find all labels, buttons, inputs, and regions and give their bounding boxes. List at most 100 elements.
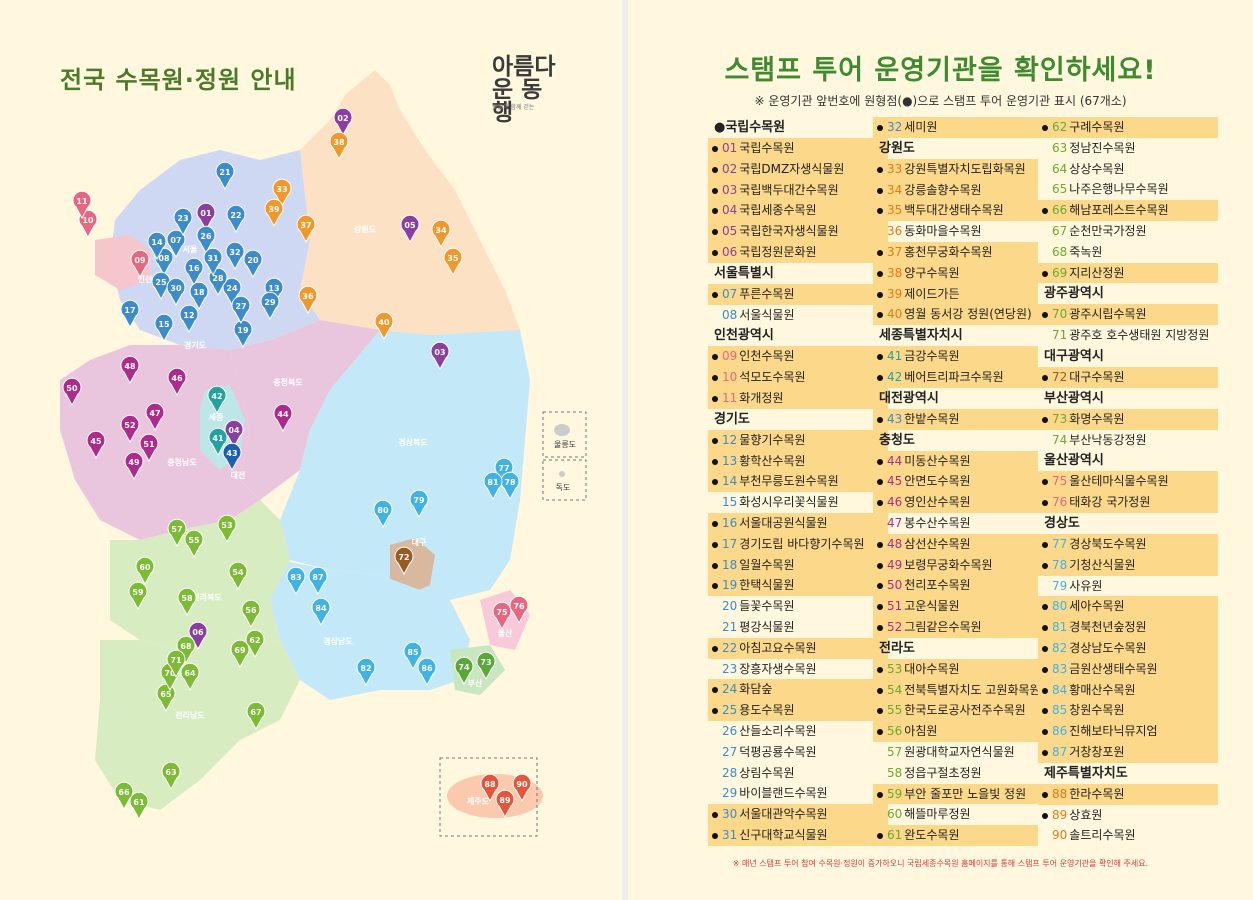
map-pin-83[interactable]: 83: [286, 566, 306, 596]
map-pin-86[interactable]: 86: [417, 657, 437, 687]
map-pin-15[interactable]: 15: [154, 313, 174, 343]
garden-item-36[interactable]: 36 동화마을수목원: [873, 221, 1038, 242]
map-pin-65[interactable]: 65: [156, 683, 176, 713]
map-pin-39[interactable]: 39: [264, 198, 284, 228]
map-pin-11[interactable]: 11: [72, 190, 92, 220]
garden-item-24[interactable]: 24 화담숲: [708, 679, 888, 701]
map-pin-02[interactable]: 02: [333, 107, 353, 137]
garden-item-74[interactable]: 74 부산낙동강정원: [1038, 430, 1218, 451]
garden-item-29[interactable]: 29 바이블랜드수목원: [708, 783, 888, 804]
map-pin-06[interactable]: 06: [188, 621, 208, 651]
map-pin-80[interactable]: 80: [373, 499, 393, 529]
map-pin-43[interactable]: 43: [222, 442, 242, 472]
map-pin-23[interactable]: 23: [173, 207, 193, 237]
garden-item-43[interactable]: 43 한밭수목원: [873, 408, 1038, 430]
map-pin-49[interactable]: 49: [124, 451, 144, 481]
garden-item-71[interactable]: 71 광주호 호수생태원 지방정원: [1038, 325, 1218, 346]
map-pin-37[interactable]: 37: [296, 214, 316, 244]
garden-item-49[interactable]: 49 보령무궁화수목원: [873, 554, 1038, 576]
map-pin-03[interactable]: 03: [430, 341, 450, 371]
garden-item-90[interactable]: 90 솔트리수목원: [1038, 825, 1218, 846]
garden-item-01[interactable]: 01 국립수목원: [708, 138, 888, 159]
garden-item-06[interactable]: 06 국립정원문화원: [708, 241, 888, 263]
garden-item-42[interactable]: 42 베어트리파크수목원: [873, 366, 1038, 388]
map-pin-18[interactable]: 18: [189, 281, 209, 311]
garden-item-16[interactable]: 16 서울대공원식물원: [708, 512, 888, 534]
map-pin-44[interactable]: 44: [273, 403, 293, 433]
map-pin-24[interactable]: 24: [222, 277, 242, 307]
garden-item-55[interactable]: 55 한국도로공사전주수목원: [873, 700, 1038, 722]
garden-item-25[interactable]: 25 용도수목원: [708, 700, 888, 721]
garden-item-05[interactable]: 05 국립한국자생식물원: [708, 221, 888, 242]
map-pin-71[interactable]: 71: [166, 649, 186, 679]
map-pin-05[interactable]: 05: [400, 214, 420, 244]
garden-item-73[interactable]: 73 화명수목원: [1038, 408, 1218, 430]
map-pin-76[interactable]: 76: [509, 595, 529, 625]
garden-item-83[interactable]: 83 금원산생태수목원: [1038, 658, 1218, 680]
garden-item-66[interactable]: 66 해남포레스트수목원: [1038, 200, 1218, 221]
map-pin-21[interactable]: 21: [215, 161, 235, 191]
map-pin-50[interactable]: 50: [62, 377, 82, 407]
garden-item-20[interactable]: 20 들꽃수목원: [708, 596, 888, 617]
garden-item-03[interactable]: 03 국립백두대간수목원: [708, 179, 888, 201]
garden-item-10[interactable]: 10 석모도수목원: [708, 367, 888, 388]
map-pin-31[interactable]: 31: [203, 247, 223, 277]
garden-item-33[interactable]: 33 강원특별자치도립화목원: [873, 158, 1038, 180]
map-pin-40[interactable]: 40: [374, 311, 394, 341]
garden-item-54[interactable]: 54 전북특별자치도 고원화목원: [873, 679, 1041, 701]
garden-item-40[interactable]: 40 영월 동서강 정원(연당원): [873, 304, 1038, 326]
map-pin-68[interactable]: 68: [176, 635, 196, 665]
garden-item-87[interactable]: 87 거창창포원: [1038, 741, 1218, 763]
garden-item-34[interactable]: 34 강릉솔향수목원: [873, 179, 1038, 201]
map-pin-14[interactable]: 14: [147, 231, 167, 261]
map-pin-29[interactable]: 29: [260, 291, 280, 321]
garden-item-15[interactable]: 15 화성시우리꽃식물원: [708, 492, 888, 513]
garden-item-84[interactable]: 84 황매산수목원: [1038, 679, 1218, 701]
map-pin-59[interactable]: 59: [128, 581, 148, 611]
map-pin-12[interactable]: 12: [179, 304, 199, 334]
garden-item-41[interactable]: 41 금강수목원: [873, 346, 1038, 367]
map-pin-87[interactable]: 87: [308, 566, 328, 596]
garden-item-82[interactable]: 82 경상남도수목원: [1038, 637, 1218, 659]
map-pin-72[interactable]: 72: [394, 546, 414, 576]
garden-item-23[interactable]: 23 장흥자생수목원: [708, 659, 888, 680]
map-pin-42[interactable]: 42: [207, 385, 227, 415]
garden-item-69[interactable]: 69 지리산정원: [1038, 262, 1218, 284]
map-pin-82[interactable]: 82: [356, 657, 376, 687]
garden-item-78[interactable]: 78 기청산식물원: [1038, 554, 1218, 576]
garden-item-39[interactable]: 39 제이드가든: [873, 283, 1038, 305]
garden-item-61[interactable]: 61 완도수목원: [873, 825, 1038, 846]
garden-item-45[interactable]: 45 안면도수목원: [873, 471, 1038, 493]
map-pin-51[interactable]: 51: [139, 433, 159, 463]
garden-item-14[interactable]: 14 부천무릉도원수목원: [708, 471, 888, 493]
garden-item-48[interactable]: 48 삼선산수목원: [873, 533, 1038, 555]
map-pin-27[interactable]: 27: [231, 295, 251, 325]
map-pin-36[interactable]: 36: [298, 285, 318, 315]
garden-item-76[interactable]: 76 태화강 국가정원: [1038, 492, 1218, 513]
map-pin-79[interactable]: 79: [409, 489, 429, 519]
garden-item-89[interactable]: 89 상효원: [1038, 805, 1218, 826]
garden-item-51[interactable]: 51 고운식물원: [873, 596, 1038, 617]
garden-item-81[interactable]: 81 경북천년숲정원: [1038, 617, 1218, 638]
map-pin-69[interactable]: 69: [230, 639, 250, 669]
map-pin-48[interactable]: 48: [120, 355, 140, 385]
garden-item-07[interactable]: 07 푸른수목원: [708, 283, 888, 305]
garden-item-77[interactable]: 77 경상북도수목원: [1038, 533, 1218, 555]
map-pin-64[interactable]: 64: [180, 662, 200, 692]
map-pin-38[interactable]: 38: [329, 131, 349, 161]
garden-item-58[interactable]: 58 정읍구절초정원: [873, 763, 1038, 784]
map-pin-85[interactable]: 85: [403, 641, 423, 671]
map-pin-58[interactable]: 58: [177, 587, 197, 617]
map-pin-47[interactable]: 47: [145, 402, 165, 432]
garden-item-32[interactable]: 32 세미원: [873, 117, 1038, 138]
map-pin-53[interactable]: 53: [217, 514, 237, 544]
garden-item-08[interactable]: 08 서울식물원: [708, 305, 888, 326]
garden-item-02[interactable]: 02 국립DMZ자생식물원: [708, 158, 888, 180]
garden-item-60[interactable]: 60 해뜰마루정원: [873, 804, 1038, 825]
garden-item-63[interactable]: 63 정남진수목원: [1038, 138, 1218, 159]
garden-item-53[interactable]: 53 대아수목원: [873, 658, 1038, 680]
map-pin-20[interactable]: 20: [243, 249, 263, 279]
garden-item-31[interactable]: 31 신구대학교식물원: [708, 824, 888, 846]
garden-item-37[interactable]: 37 홍천무궁화수목원: [873, 241, 1038, 263]
